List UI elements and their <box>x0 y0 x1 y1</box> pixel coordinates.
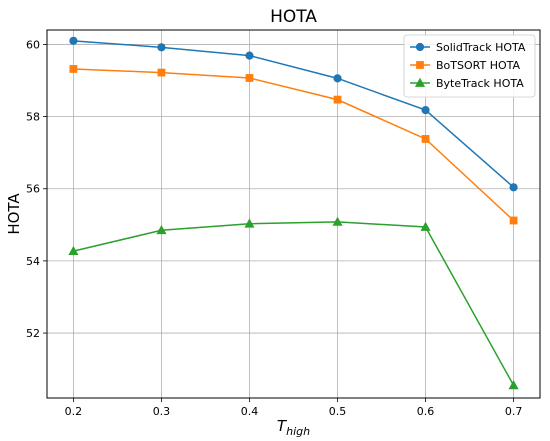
x-tick-label: 0.4 <box>241 405 259 418</box>
y-axis: 52 54 56 58 60 <box>26 38 47 340</box>
data-point <box>421 105 430 115</box>
x-axis: 0.2 0.3 0.4 0.5 0.6 0.7 <box>65 398 523 418</box>
chart-title: HOTA <box>270 7 317 27</box>
data-point <box>333 95 342 104</box>
data-point <box>156 225 167 235</box>
series-line <box>73 221 515 386</box>
x-tick-label: 0.7 <box>505 405 523 418</box>
series-line <box>73 40 515 188</box>
series-line <box>73 68 515 222</box>
data-point <box>333 74 342 83</box>
data-point <box>69 65 78 73</box>
data-point <box>69 36 78 45</box>
data-point <box>68 245 79 256</box>
y-tick-label: 54 <box>26 255 40 268</box>
y-tick-label: 60 <box>26 38 40 51</box>
data-point <box>245 74 254 82</box>
data-point <box>509 183 518 192</box>
series-1 <box>69 65 518 225</box>
x-tick-label: 0.3 <box>153 405 171 418</box>
legend-marker <box>416 61 424 69</box>
data-point <box>332 216 343 226</box>
series-0 <box>69 36 518 192</box>
y-tick-label: 56 <box>26 183 40 196</box>
data-point <box>157 68 166 77</box>
legend-marker <box>415 42 425 52</box>
y-tick-label: 58 <box>26 111 40 124</box>
legend-box <box>403 34 536 98</box>
data-point <box>244 218 255 228</box>
legend-label: BoTSORT HOTA <box>436 59 520 72</box>
series-layer <box>68 36 519 390</box>
legend-label: ByteTrack HOTA <box>436 77 524 90</box>
x-tick-label: 0.6 <box>417 405 435 418</box>
data-point <box>245 51 254 60</box>
x-axis-title-subscript: high <box>286 425 310 438</box>
x-axis-title-main: T <box>277 417 288 435</box>
y-axis-title: HOTA <box>5 193 23 235</box>
data-point <box>508 380 519 390</box>
y-tick-label: 52 <box>26 327 40 340</box>
plot-frame <box>46 29 541 399</box>
x-axis-title: Thigh <box>277 417 310 438</box>
data-point <box>509 216 518 225</box>
legend-label: SolidTrack HOTA <box>436 41 526 54</box>
x-tick-label: 0.5 <box>329 405 347 418</box>
legend-marker <box>414 77 426 87</box>
data-point <box>420 221 431 231</box>
x-tick-label: 0.2 <box>65 405 83 418</box>
series-2 <box>68 216 519 390</box>
data-point <box>421 135 430 143</box>
legend: SolidTrack HOTA BoTSORT HOTA ByteTrack HOT… <box>403 34 536 98</box>
data-point <box>157 43 166 52</box>
